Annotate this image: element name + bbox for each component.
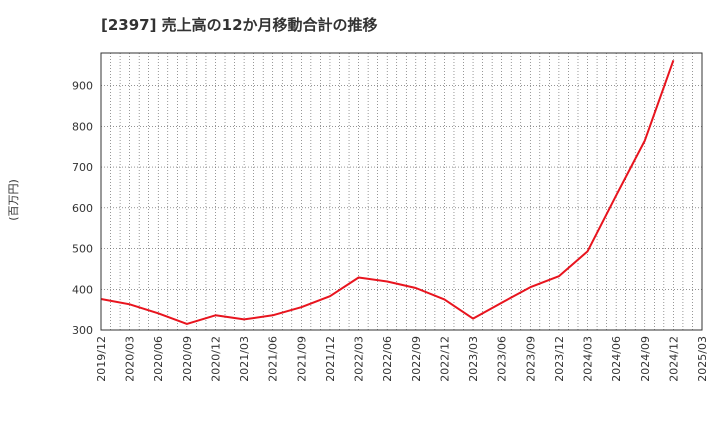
chart-title: [2397] 売上高の12か月移動合計の推移 xyxy=(101,16,378,34)
x-axis: 2019/12 2020/03 2020/06 2020/09 2020/12 2021/… xyxy=(95,336,709,382)
x-tick-label: 2021/03 xyxy=(238,336,251,382)
x-tick-label: 2022/09 xyxy=(410,336,423,382)
x-tick-label: 2022/06 xyxy=(381,336,394,382)
y-axis-label: (百万円) xyxy=(7,179,20,221)
x-tick-label: 2022/12 xyxy=(438,336,451,382)
grid-layer xyxy=(100,53,703,331)
x-tick-label: 2025/03 xyxy=(696,336,709,382)
x-tick-label: 2020/09 xyxy=(181,336,194,382)
x-tick-label: 2023/06 xyxy=(496,336,509,382)
y-tick-label: 300 xyxy=(72,324,93,337)
y-tick-label: 900 xyxy=(72,80,93,93)
x-tick-label: 2019/12 xyxy=(95,336,108,382)
x-tick-label: 2020/12 xyxy=(209,336,222,382)
y-tick-label: 700 xyxy=(72,161,93,174)
y-axis: 300 400 500 600 700 800 900 xyxy=(72,80,93,337)
x-tick-label: 2021/12 xyxy=(324,336,337,382)
x-tick-label: 2021/06 xyxy=(267,336,280,382)
x-tick-label: 2024/09 xyxy=(639,336,652,382)
x-tick-label: 2020/06 xyxy=(152,336,165,382)
x-tick-label: 2024/03 xyxy=(582,336,595,382)
x-tick-label: 2024/06 xyxy=(610,336,623,382)
x-tick-label: 2023/12 xyxy=(553,336,566,382)
plot-layer xyxy=(100,59,675,325)
plot-frame xyxy=(100,52,703,331)
x-tick-label: 2024/12 xyxy=(667,336,680,382)
x-tick-label: 2023/09 xyxy=(524,336,537,382)
x-tick-label: 2021/09 xyxy=(295,336,308,382)
y-tick-label: 500 xyxy=(72,243,93,256)
series-line xyxy=(100,59,675,325)
x-tick-label: 2022/03 xyxy=(353,336,366,382)
x-tick-label: 2023/03 xyxy=(467,336,480,382)
y-tick-label: 800 xyxy=(72,120,93,133)
y-tick-label: 600 xyxy=(72,202,93,215)
y-tick-label: 400 xyxy=(72,283,93,296)
x-tick-label: 2020/03 xyxy=(124,336,137,382)
